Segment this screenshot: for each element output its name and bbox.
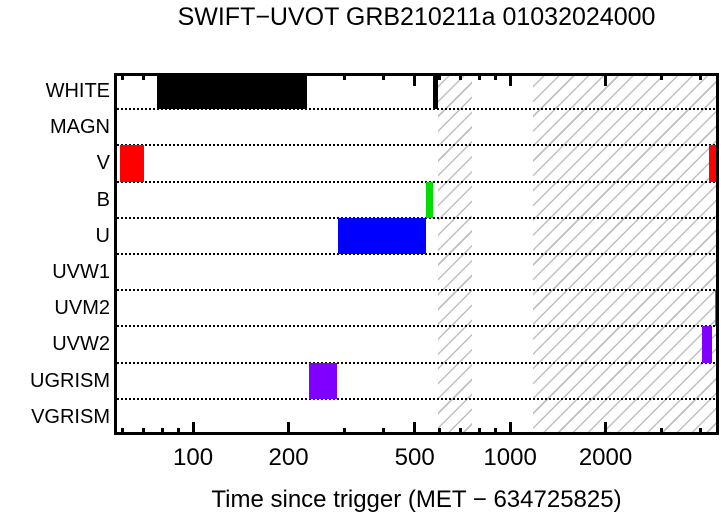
- x-tick: [382, 73, 386, 80]
- exposure-bar-white: [433, 73, 439, 110]
- x-tick: [508, 73, 512, 86]
- x-tick: [121, 428, 125, 435]
- x-tick: [342, 428, 346, 435]
- y-axis-label-b: B: [96, 188, 110, 211]
- x-tick-label: 2000: [578, 444, 633, 471]
- exposure-bar-v: [120, 145, 144, 182]
- row-separator-line: [114, 289, 719, 292]
- y-axis-label-uvw2: UVW2: [52, 333, 110, 356]
- x-tick: [413, 422, 417, 435]
- x-tick: [142, 73, 146, 80]
- x-tick: [494, 73, 498, 80]
- exposure-bar-v: [709, 145, 719, 182]
- x-tick: [438, 428, 442, 435]
- row-separator-line: [114, 180, 719, 183]
- y-axis-label-vgrism: VGRISM: [31, 405, 110, 428]
- plot-area: [114, 73, 719, 435]
- x-tick: [659, 428, 663, 435]
- row-separator-line: [114, 108, 719, 111]
- x-tick-label: 200: [268, 444, 309, 471]
- x-tick: [287, 73, 291, 86]
- y-axis-label-uvw1: UVW1: [52, 261, 110, 283]
- x-tick-label: 1000: [483, 444, 537, 471]
- y-axis-label-uvm2: UVM2: [54, 297, 110, 320]
- y-axis-label-magn: MAGN: [50, 116, 110, 139]
- x-tick: [604, 73, 608, 86]
- x-tick: [191, 73, 195, 86]
- x-tick: [508, 422, 512, 435]
- x-tick: [382, 428, 386, 435]
- x-tick: [160, 73, 164, 80]
- x-axis-label: Time since trigger (MET − 634725825): [211, 486, 622, 513]
- exposure-bar-ugrism: [308, 362, 338, 399]
- x-tick: [459, 73, 463, 80]
- exposure-bar-u: [338, 217, 427, 254]
- x-tick: [604, 422, 608, 435]
- x-tick: [438, 73, 442, 80]
- x-tick: [142, 428, 146, 435]
- x-tick: [177, 428, 181, 435]
- x-tick-label: 500: [394, 444, 435, 471]
- x-tick: [177, 73, 181, 80]
- y-axis-label-u: U: [95, 224, 110, 247]
- x-tick: [413, 73, 417, 86]
- x-tick: [342, 73, 346, 80]
- row-separator-line: [114, 397, 719, 400]
- row-separator-line: [114, 144, 719, 147]
- y-axis-label-white: WHITE: [45, 80, 110, 102]
- x-tick: [659, 73, 663, 80]
- y-axis-label-ugrism: UGRISM: [30, 369, 110, 392]
- row-separator-line: [114, 361, 719, 364]
- exposure-bar-uvw2: [701, 326, 713, 363]
- x-tick: [191, 422, 195, 435]
- x-tick: [287, 422, 291, 435]
- x-tick: [699, 73, 703, 80]
- x-tick: [160, 428, 164, 435]
- x-tick: [699, 428, 703, 435]
- x-tick-label: 100: [173, 444, 214, 471]
- x-tick: [477, 428, 481, 435]
- exposure-bar-white: [157, 73, 308, 110]
- x-tick: [121, 73, 125, 80]
- x-tick: [477, 73, 481, 80]
- y-axis-label-v: V: [96, 152, 110, 175]
- exposure-bar-uvm2: [715, 290, 719, 327]
- chart-title: SWIFT−UVOT GRB210211a 01032024000: [177, 3, 656, 31]
- row-separator-line: [114, 325, 719, 328]
- x-tick: [459, 428, 463, 435]
- exposure-bar-b: [426, 181, 434, 218]
- row-separator-line: [114, 253, 719, 255]
- x-tick: [494, 428, 498, 435]
